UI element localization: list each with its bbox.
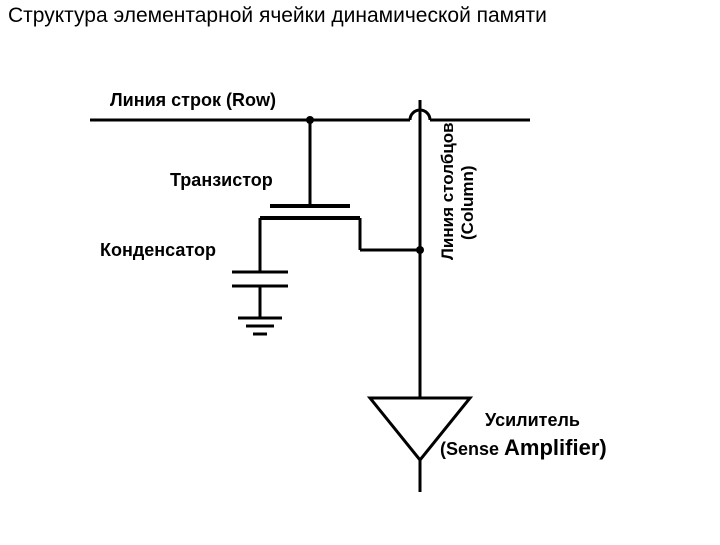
circuit-svg [0,60,720,540]
label-transistor: Транзистор [170,170,273,191]
label-amplifier-en: (Sense Amplifier) [440,435,607,461]
label-column-line: Линия столбцов [438,122,458,260]
page-title: Структура элементарной ячейки динамическ… [8,4,547,28]
row-gate-node [306,116,314,124]
label-capacitor: Конденсатор [100,240,216,261]
amp-en-pre: (Sense [440,439,504,459]
label-row-line: Линия строк (Row) [110,90,276,111]
column-drain-node [416,246,424,254]
dram-cell-diagram: Линия строк (Row) Транзистор Конденсатор… [0,60,720,540]
amp-en-main: Amplifier) [504,435,607,460]
label-column-sub: (Column) [458,165,478,240]
label-amplifier-ru: Усилитель [485,410,580,431]
